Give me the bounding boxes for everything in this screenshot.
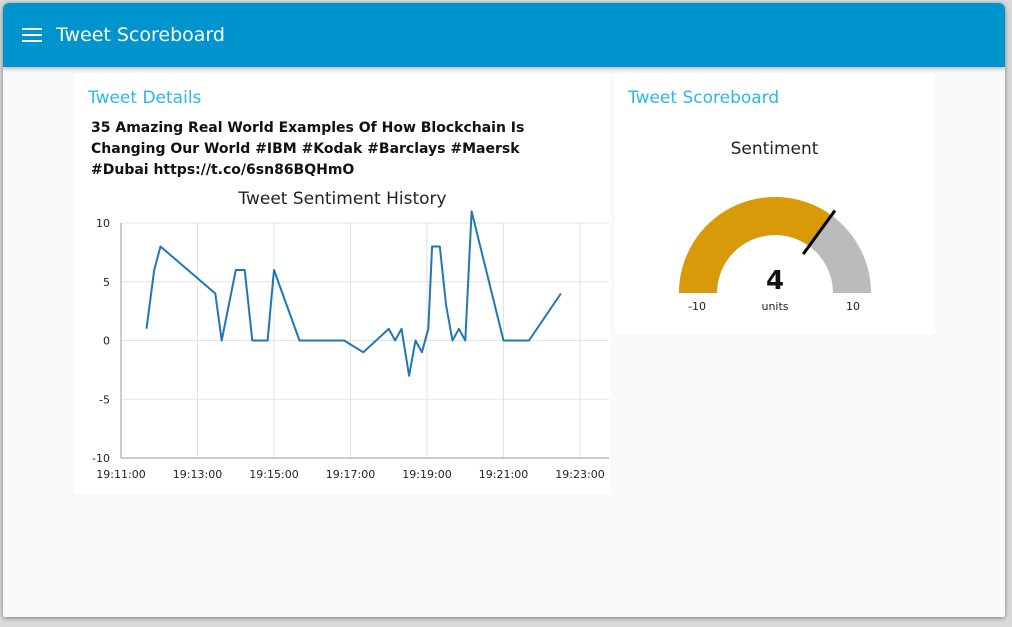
sentiment-series-line (145, 210, 562, 377)
browser-window: Tweet Scoreboard Tweet Details 35 Amazin… (3, 3, 1005, 617)
chart-title: Tweet Sentiment History (238, 189, 447, 209)
gauge-max-label: 10 (846, 300, 860, 313)
scoreboard-title: Tweet Scoreboard (628, 88, 780, 108)
top-toolbar: Tweet Scoreboard (3, 3, 1005, 67)
x-tick-label: 19:11:00 (96, 468, 145, 481)
y-tick-label: -10 (92, 452, 110, 465)
gauge-needle (802, 209, 837, 256)
x-tick-label: 19:21:00 (479, 468, 528, 481)
gauge-min-label: -10 (688, 300, 706, 313)
scoreboard-card: Tweet Scoreboard Sentiment 4 units -10 1… (614, 73, 935, 334)
app-title: Tweet Scoreboard (56, 24, 225, 46)
tweet-details-card: Tweet Details 35 Amazing Real World Exam… (74, 73, 611, 494)
gauge-label: Sentiment (730, 139, 819, 159)
tweet-text: 35 Amazing Real World Examples Of How Bl… (91, 120, 525, 178)
x-tick-label: 19:17:00 (326, 468, 375, 481)
sentiment-history-chart: 10 5 0 -5 -10 19:11:00 19:13:00 19:15:00 19:17:0… (92, 210, 609, 481)
gauge-units: units (761, 300, 788, 313)
gauge-value: 4 (766, 266, 784, 296)
y-tick-label: -5 (99, 393, 110, 406)
tweet-details-title: Tweet Details (88, 88, 202, 108)
y-tick-label: 10 (96, 217, 110, 230)
x-tick-label: 19:13:00 (173, 468, 222, 481)
gauge-fill (679, 197, 832, 293)
y-tick-label: 5 (103, 276, 110, 289)
x-tick-label: 19:19:00 (402, 468, 451, 481)
y-tick-label: 0 (103, 335, 110, 348)
sentiment-gauge: 4 units -10 10 (679, 197, 871, 313)
menu-icon[interactable] (22, 27, 42, 43)
x-tick-label: 19:23:00 (555, 468, 604, 481)
x-tick-label: 19:15:00 (249, 468, 298, 481)
